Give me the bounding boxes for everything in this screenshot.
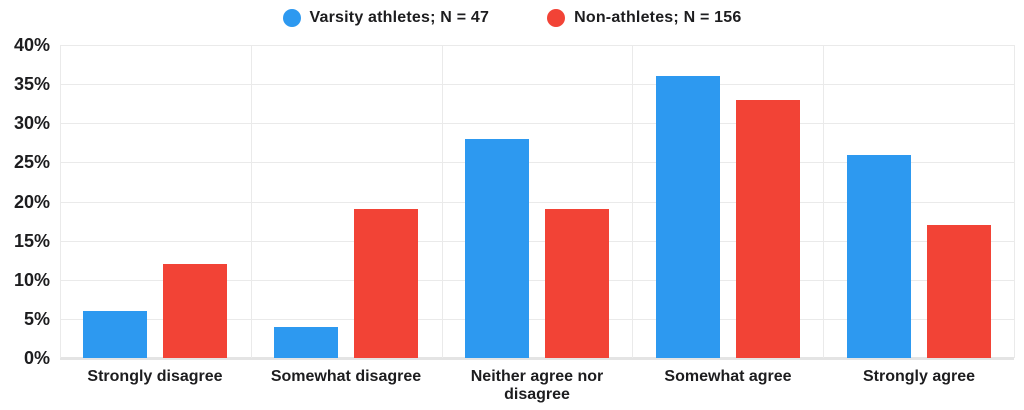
legend-item-non-athletes: Non-athletes; N = 156 [547, 9, 741, 27]
bar-varsity [847, 155, 911, 358]
bar-non-athletes [927, 225, 991, 358]
bar-non-athletes [354, 209, 418, 358]
legend-label: Non-athletes; N = 156 [574, 9, 742, 26]
y-axis-tick-labels: 0% 5% 10% 15% 20% 25% 30% 35% 40% [0, 35, 50, 368]
bar-non-athletes [736, 100, 800, 358]
gridline-vertical [442, 45, 443, 358]
y-tick-label: 0% [23, 348, 50, 368]
bar-varsity [656, 76, 720, 358]
gridline-horizontal [60, 162, 1014, 163]
gridline-vertical [632, 45, 633, 358]
x-category-label: Strongly disagree [87, 368, 223, 385]
legend-label: Varsity athletes; N = 47 [309, 9, 490, 26]
y-tick-label: 30% [13, 113, 50, 133]
gridline-horizontal [60, 319, 1014, 320]
bar-varsity [83, 311, 147, 358]
bar-varsity [274, 327, 338, 358]
gridline-horizontal [60, 202, 1014, 203]
gridline-vertical [823, 45, 824, 358]
x-category-label: Neither agree nor disagree [470, 368, 604, 404]
x-axis-category-labels: Strongly disagree Somewhat disagree Neithe… [60, 368, 1014, 408]
varsity-legend-dot-icon [282, 9, 301, 27]
y-tick-label: 40% [13, 35, 50, 55]
gridline-vertical [251, 45, 252, 358]
gridline-vertical [60, 45, 61, 358]
y-tick-label: 35% [13, 74, 50, 94]
y-tick-label: 5% [23, 309, 50, 329]
non-athletes-legend-dot-icon [547, 9, 566, 27]
gridline-horizontal [60, 280, 1014, 281]
x-category-label: Somewhat agree [664, 368, 792, 385]
gridline-horizontal [60, 84, 1014, 85]
y-tick-label: 10% [13, 270, 50, 290]
y-tick-label: 20% [13, 192, 50, 212]
bar-non-athletes [545, 209, 609, 358]
gridline-horizontal [60, 45, 1014, 46]
x-category-label: Somewhat disagree [270, 368, 422, 385]
x-category-label: Strongly agree [862, 368, 976, 385]
gridline-vertical [1014, 45, 1015, 358]
legend-item-varsity: Varsity athletes; N = 47 [282, 9, 490, 27]
gridline-horizontal [60, 241, 1014, 242]
y-tick-label: 15% [13, 231, 50, 251]
gridline-horizontal [60, 123, 1014, 124]
plot-area [60, 45, 1015, 360]
legend: Varsity athletes; N = 47 Non-athletes; N… [0, 5, 1024, 31]
bar-non-athletes [163, 264, 227, 358]
y-tick-label: 25% [13, 152, 50, 172]
x-axis-baseline [60, 357, 1014, 360]
bar-varsity [465, 139, 529, 358]
